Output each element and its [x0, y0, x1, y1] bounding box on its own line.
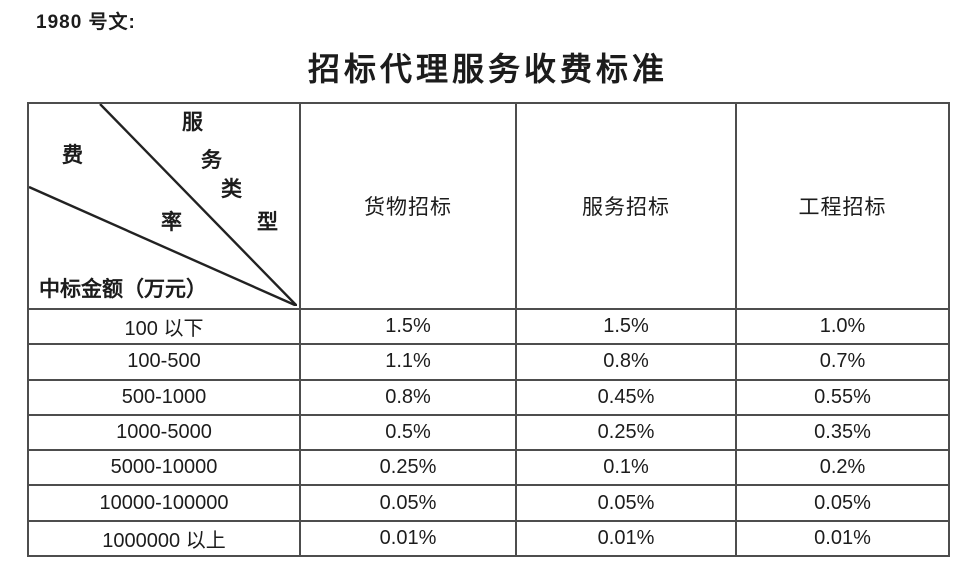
- goods-rate-cell: 0.05%: [299, 484, 515, 520]
- corner-diagonal-cell: 服 务 类 型 费 率 中标金额（万元）: [29, 104, 299, 308]
- services-rate-cell: 0.8%: [515, 343, 735, 379]
- corner-type-char: 务: [201, 148, 222, 172]
- services-rate-cell: 1.5%: [515, 308, 735, 344]
- goods-rate-cell: 1.1%: [299, 343, 515, 379]
- services-rate-cell: 0.01%: [515, 519, 735, 555]
- amount-range-cell: 100-500: [29, 343, 299, 378]
- document-number-label: 1980 号文:: [36, 12, 136, 33]
- amount-range-cell: 1000000 以上: [29, 519, 299, 555]
- services-rate-cell: 0.05%: [515, 484, 735, 520]
- corner-fee-char: 率: [161, 210, 182, 234]
- corner-type-char: 型: [257, 210, 278, 234]
- works-rate-cell: 0.01%: [735, 519, 948, 555]
- goods-rate-cell: 0.8%: [299, 378, 515, 414]
- goods-rate-cell: 0.5%: [299, 413, 515, 450]
- corner-type-char: 类: [221, 177, 242, 201]
- works-rate-cell: 0.05%: [735, 484, 948, 520]
- services-rate-cell: 0.25%: [515, 413, 735, 450]
- goods-rate-cell: 0.01%: [299, 519, 515, 555]
- goods-rate-cell: 0.25%: [299, 449, 515, 485]
- amount-range-cell: 100 以下: [29, 308, 299, 343]
- column-header-goods: 货物招标: [299, 104, 515, 308]
- services-rate-cell: 0.1%: [515, 449, 735, 485]
- column-header-services: 服务招标: [515, 104, 735, 308]
- corner-fee-char: 费: [62, 143, 83, 167]
- works-rate-cell: 0.7%: [735, 343, 948, 379]
- amount-range-cell: 10000-100000: [29, 484, 299, 519]
- works-rate-cell: 0.55%: [735, 378, 948, 414]
- goods-rate-cell: 1.5%: [299, 308, 515, 344]
- works-rate-cell: 0.35%: [735, 413, 948, 450]
- page-title: 招标代理服务收费标准: [307, 51, 668, 87]
- diagonal-split-lines: [29, 104, 297, 306]
- fee-standard-table: 服 务 类 型 费 率 中标金额（万元） 货物招标 服务招标 工程招标 100 …: [27, 102, 950, 557]
- amount-range-cell: 1000-5000: [29, 413, 299, 449]
- corner-type-char: 服: [182, 110, 203, 134]
- amount-range-cell: 500-1000: [29, 378, 299, 414]
- works-rate-cell: 1.0%: [735, 308, 948, 344]
- row-axis-label: 中标金额（万元）: [39, 277, 207, 301]
- column-header-works: 工程招标: [735, 104, 948, 308]
- amount-range-cell: 5000-10000: [29, 449, 299, 484]
- works-rate-cell: 0.2%: [735, 449, 948, 485]
- services-rate-cell: 0.45%: [515, 378, 735, 414]
